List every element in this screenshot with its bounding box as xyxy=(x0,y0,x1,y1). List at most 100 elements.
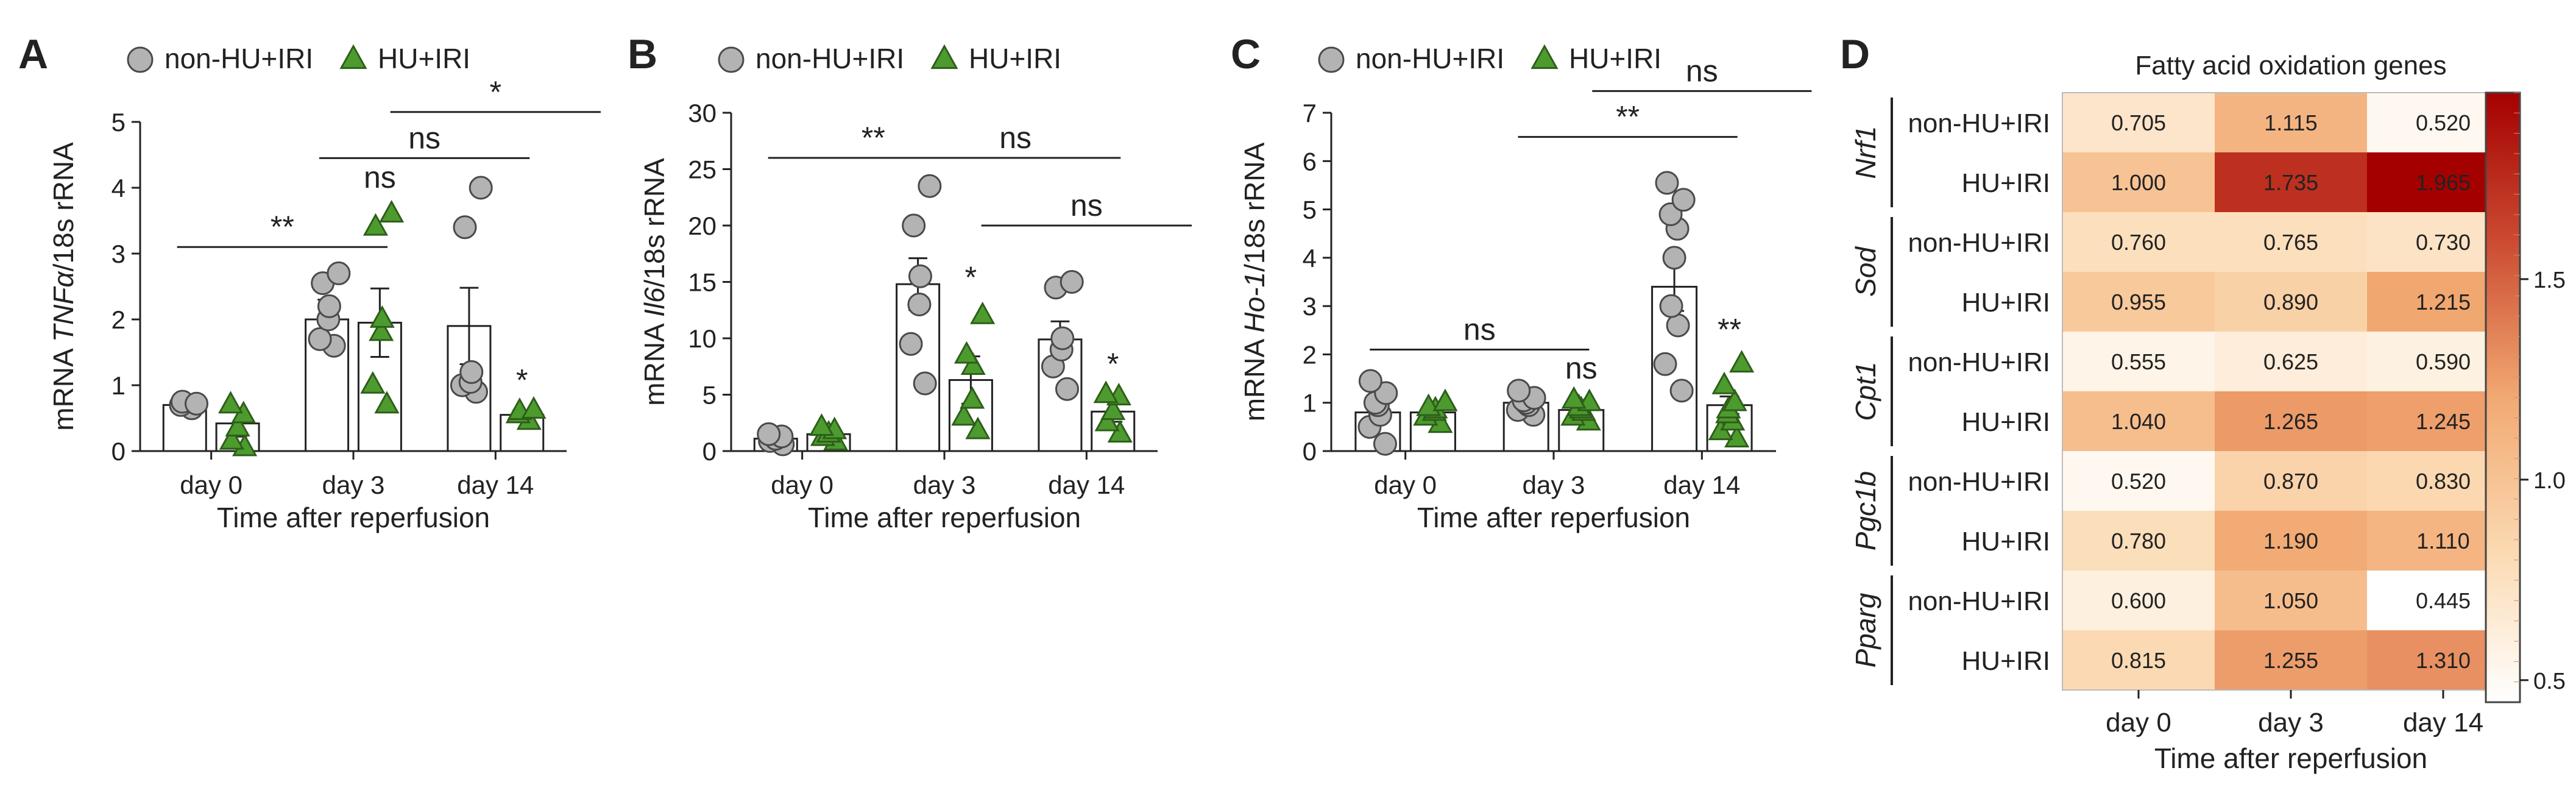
colorbar-tick-label: 0.5 xyxy=(2533,669,2566,694)
heatmap-cell xyxy=(2215,152,2367,212)
data-point xyxy=(907,293,932,316)
data-point xyxy=(1374,381,1398,405)
legend-marker-triangle xyxy=(930,44,958,69)
data-point xyxy=(1507,379,1531,403)
heatmap-cell xyxy=(2215,212,2367,272)
y-tick-label: 5 xyxy=(1303,196,1317,224)
heatmap-cell xyxy=(2215,451,2367,511)
y-tick-label: 1 xyxy=(111,371,126,400)
heatmap-cell xyxy=(2062,571,2215,630)
data-point xyxy=(809,413,835,436)
significance-label: ** xyxy=(1718,313,1741,347)
data-point xyxy=(374,391,400,414)
significance-label: ns xyxy=(364,160,396,194)
significance-label: ** xyxy=(862,121,885,155)
legend-label: HU+IRI xyxy=(378,43,470,74)
legend-marker-triangle xyxy=(339,44,367,69)
data-point xyxy=(369,305,395,328)
gene-label: Cpt1 xyxy=(1850,361,1881,421)
y-tick-label: 4 xyxy=(1303,244,1317,272)
heatmap-cell-label: 0.590 xyxy=(2416,349,2471,374)
data-point xyxy=(1432,388,1458,411)
significance-label: ns xyxy=(408,121,441,155)
data-point xyxy=(1358,369,1382,393)
heatmap-cell xyxy=(2062,93,2215,152)
heatmap-row-label: non-HU+IRI xyxy=(1908,347,2050,377)
heatmap-cell xyxy=(2062,152,2215,212)
heatmap-cell-label: 1.110 xyxy=(2416,528,2469,553)
data-point xyxy=(954,341,980,364)
heatmap-row-label: HU+IRI xyxy=(1962,646,2050,676)
heatmap-cell xyxy=(2215,571,2367,630)
y-tick-label: 2 xyxy=(111,305,126,334)
data-point xyxy=(1093,380,1119,404)
legend-label: non-HU+IRI xyxy=(165,43,313,74)
y-tick-label: 6 xyxy=(1303,147,1317,176)
heatmap-row-label: non-HU+IRI xyxy=(1908,109,2050,138)
y-tick-label: 0 xyxy=(702,437,717,466)
heatmap-row-label: HU+IRI xyxy=(1962,407,2050,437)
data-point xyxy=(899,332,923,356)
panel-letter: C xyxy=(1231,31,1261,77)
panel-letter: A xyxy=(18,31,48,77)
x-tick-label: day 14 xyxy=(1048,471,1125,499)
significance-label: ns xyxy=(1565,351,1598,385)
significance-label: * xyxy=(965,260,977,294)
data-point xyxy=(1671,188,1696,212)
heatmap-cell-label: 0.555 xyxy=(2111,349,2166,374)
data-point xyxy=(459,360,484,384)
heatmap-cell-label: 1.735 xyxy=(2263,170,2318,195)
heatmap-cell-label: 0.760 xyxy=(2111,230,2166,255)
significance-label: ** xyxy=(1616,100,1640,134)
heatmap-cell xyxy=(2062,332,2215,391)
heatmap-cell-label: 1.050 xyxy=(2263,588,2318,613)
x-tick-label: day 14 xyxy=(1663,471,1740,499)
heatmap-cell-label: 0.705 xyxy=(2111,110,2166,135)
legend-marker-triangle xyxy=(1530,44,1559,69)
data-point xyxy=(317,294,341,318)
heatmap-cell-label: 1.040 xyxy=(2111,409,2166,434)
data-point xyxy=(913,371,937,396)
data-point xyxy=(965,416,991,439)
significance-label: ns xyxy=(999,121,1031,155)
x-tick-label: day 3 xyxy=(1523,471,1585,499)
data-point xyxy=(1659,294,1683,318)
heatmap-row-label: HU+IRI xyxy=(1962,288,2050,318)
data-point xyxy=(1669,379,1694,403)
heatmap-row-label: non-HU+IRI xyxy=(1908,467,2050,497)
data-point xyxy=(970,301,996,324)
heatmap-cell xyxy=(2215,391,2367,451)
data-point xyxy=(1655,171,1679,195)
heatmap-cell xyxy=(2215,93,2367,152)
data-point xyxy=(1100,397,1126,421)
y-axis-label: mRNA Ho-1/18s rRNA xyxy=(1239,142,1270,421)
heatmap-cell-label: 1.265 xyxy=(2263,409,2318,434)
y-tick-label: 3 xyxy=(1303,292,1317,321)
legend-label: non-HU+IRI xyxy=(755,43,904,74)
legend-label: HU+IRI xyxy=(969,43,1061,74)
data-point xyxy=(902,213,926,238)
heatmap-cell-label: 0.890 xyxy=(2263,290,2318,315)
heatmap-cell-label: 0.625 xyxy=(2263,349,2318,374)
heatmap-cell-label: 1.115 xyxy=(2264,110,2317,135)
significance-label: ** xyxy=(271,210,294,244)
data-point xyxy=(918,174,942,198)
y-tick-label: 5 xyxy=(111,108,126,137)
heatmap-cell xyxy=(2062,272,2215,332)
x-tick-label: day 0 xyxy=(771,471,833,499)
data-point xyxy=(219,427,244,450)
x-tick-label: day 14 xyxy=(2403,708,2483,738)
heatmap-cell-label: 0.520 xyxy=(2111,469,2166,494)
heatmap-cell-label: 0.520 xyxy=(2416,110,2471,135)
heatmap-row-label: HU+IRI xyxy=(1962,527,2050,557)
data-point xyxy=(218,391,244,414)
x-tick-label: day 3 xyxy=(913,471,976,499)
x-axis-label: Time after reperfusion xyxy=(1417,502,1690,533)
y-tick-label: 30 xyxy=(688,99,717,127)
panel-d: D Fatty acid oxidation genes non-HU+IRI 0.7… xyxy=(1840,31,2566,774)
y-axis-label: mRNA Il6/18s rRNA xyxy=(639,158,670,406)
data-point xyxy=(960,386,985,409)
